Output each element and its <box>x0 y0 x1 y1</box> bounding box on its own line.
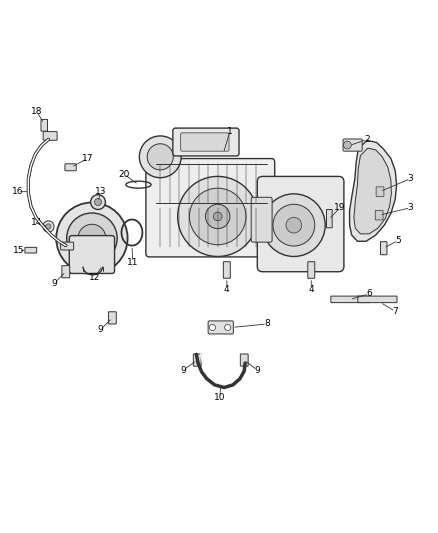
Circle shape <box>262 194 325 256</box>
FancyBboxPatch shape <box>376 187 384 197</box>
Circle shape <box>147 144 173 170</box>
FancyBboxPatch shape <box>240 354 248 366</box>
Circle shape <box>67 213 117 263</box>
Text: 20: 20 <box>118 169 130 179</box>
Text: 6: 6 <box>366 289 372 298</box>
Circle shape <box>273 204 315 246</box>
FancyBboxPatch shape <box>331 296 370 303</box>
Text: 9: 9 <box>254 366 260 375</box>
FancyBboxPatch shape <box>308 262 315 278</box>
Text: 3: 3 <box>408 174 413 183</box>
Circle shape <box>286 217 302 233</box>
FancyBboxPatch shape <box>193 354 201 366</box>
Text: 4: 4 <box>308 285 314 294</box>
Text: 11: 11 <box>127 257 138 266</box>
FancyBboxPatch shape <box>65 164 76 171</box>
Circle shape <box>78 224 106 252</box>
Text: 3: 3 <box>408 203 413 212</box>
Circle shape <box>205 204 230 229</box>
Text: 19: 19 <box>334 203 346 212</box>
Circle shape <box>95 199 102 206</box>
Text: 18: 18 <box>32 108 43 117</box>
FancyBboxPatch shape <box>41 119 47 131</box>
Circle shape <box>343 141 351 149</box>
FancyBboxPatch shape <box>375 211 383 220</box>
Text: 8: 8 <box>264 319 270 328</box>
FancyBboxPatch shape <box>381 241 387 255</box>
Circle shape <box>189 188 246 245</box>
Circle shape <box>91 195 106 209</box>
Polygon shape <box>354 148 391 234</box>
Text: 15: 15 <box>13 246 25 255</box>
FancyBboxPatch shape <box>69 236 115 273</box>
Text: 17: 17 <box>82 154 93 163</box>
Text: 5: 5 <box>396 236 401 245</box>
Text: 2: 2 <box>364 135 370 144</box>
Polygon shape <box>350 140 396 241</box>
Text: 14: 14 <box>32 219 43 228</box>
Text: 10: 10 <box>214 393 226 402</box>
FancyBboxPatch shape <box>173 128 239 156</box>
FancyBboxPatch shape <box>43 132 57 140</box>
FancyBboxPatch shape <box>208 321 233 334</box>
FancyBboxPatch shape <box>326 209 332 228</box>
FancyBboxPatch shape <box>251 197 272 242</box>
FancyBboxPatch shape <box>109 312 116 324</box>
FancyBboxPatch shape <box>358 296 397 303</box>
Text: 7: 7 <box>392 307 398 316</box>
FancyBboxPatch shape <box>60 242 74 250</box>
FancyBboxPatch shape <box>343 139 362 151</box>
Text: 9: 9 <box>180 366 186 375</box>
FancyBboxPatch shape <box>223 262 230 278</box>
Circle shape <box>225 325 231 330</box>
Circle shape <box>46 224 51 229</box>
Circle shape <box>213 212 222 221</box>
FancyBboxPatch shape <box>25 247 37 253</box>
Circle shape <box>139 136 181 177</box>
FancyBboxPatch shape <box>257 176 344 272</box>
FancyBboxPatch shape <box>146 158 275 257</box>
Text: 13: 13 <box>95 187 106 196</box>
Text: 9: 9 <box>52 279 57 287</box>
Circle shape <box>43 221 54 232</box>
Circle shape <box>209 325 215 330</box>
Text: 9: 9 <box>98 325 103 334</box>
FancyBboxPatch shape <box>62 265 70 278</box>
Text: 12: 12 <box>89 273 101 282</box>
Circle shape <box>178 176 258 256</box>
Text: 4: 4 <box>224 285 230 294</box>
FancyBboxPatch shape <box>181 133 229 151</box>
Text: 1: 1 <box>227 127 233 136</box>
Text: 16: 16 <box>12 187 24 196</box>
Circle shape <box>56 203 127 274</box>
